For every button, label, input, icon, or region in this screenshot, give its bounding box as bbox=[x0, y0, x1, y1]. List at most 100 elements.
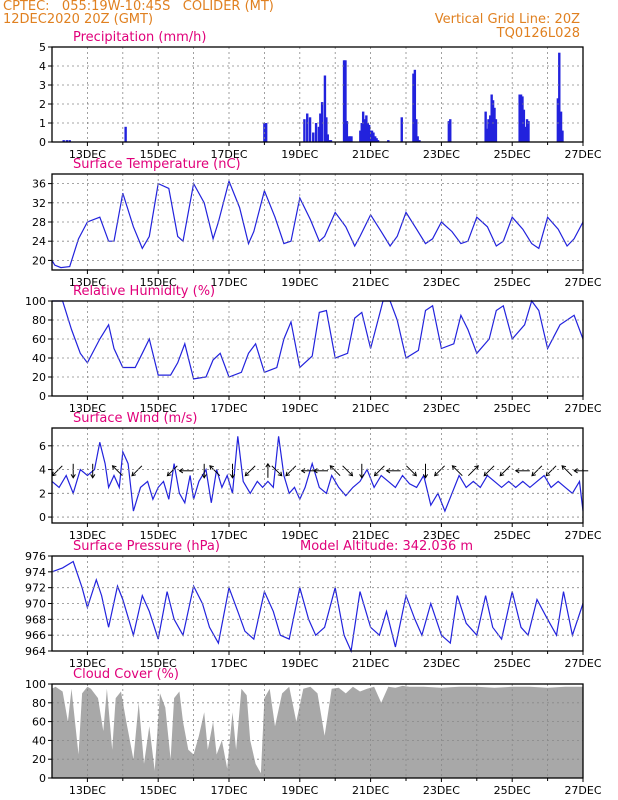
wind-arrow bbox=[112, 465, 123, 477]
precipitation-bar bbox=[494, 119, 498, 142]
wind-arrow-head bbox=[474, 465, 479, 470]
precipitation-bar bbox=[325, 117, 328, 142]
precipitation-bar bbox=[124, 126, 127, 142]
cloud-cover-area bbox=[52, 685, 583, 778]
precipitation-bar bbox=[518, 94, 521, 142]
precipitation-bar bbox=[447, 121, 451, 142]
x-tick-label: 17DEC bbox=[210, 784, 247, 797]
y-tick-label: 0 bbox=[39, 390, 46, 403]
y-tick-label: 4 bbox=[39, 60, 46, 73]
x-tick-label: 21DEC bbox=[352, 148, 389, 161]
x-tick-label: 13DEC bbox=[69, 657, 106, 670]
wind-arrow-head bbox=[166, 471, 172, 477]
precipitation-bar bbox=[525, 119, 529, 142]
y-tick-label: 60 bbox=[32, 716, 46, 729]
y-tick-label: 100 bbox=[25, 295, 46, 308]
wind-arrow-head bbox=[329, 465, 335, 470]
x-tick-label: 21DEC bbox=[352, 784, 389, 797]
wind-line bbox=[51, 436, 584, 513]
x-tick-label: 25DEC bbox=[494, 529, 531, 542]
wind-arrow bbox=[342, 465, 353, 477]
y-tick-label: 80 bbox=[32, 314, 46, 327]
precipitation-bar bbox=[361, 111, 365, 142]
precipitation-bar bbox=[521, 96, 524, 142]
header-grid-note: Vertical Grid Line: 20Z bbox=[434, 12, 580, 27]
wind-arrow-head bbox=[90, 474, 96, 479]
cloud-cover-title: Cloud Cover (%) bbox=[73, 667, 179, 682]
precipitation-bar bbox=[485, 128, 489, 142]
y-tick-label: 24 bbox=[32, 235, 46, 248]
precipitation-bar bbox=[556, 98, 560, 142]
precipitation-bar bbox=[413, 69, 417, 142]
x-tick-label: 25DEC bbox=[494, 657, 531, 670]
wind-frame bbox=[51, 427, 584, 524]
cloud-cover-frame bbox=[51, 683, 584, 779]
x-tick-label: 19DEC bbox=[281, 276, 318, 289]
precipitation-bar bbox=[317, 126, 321, 142]
y-tick-label: 20 bbox=[32, 371, 46, 384]
y-tick-label: 6 bbox=[39, 440, 46, 453]
precipitation-bar bbox=[303, 119, 306, 142]
humidity-title: Relative Humidity (%) bbox=[73, 284, 215, 299]
header-location: CPTEC: 055:19W-10:45S COLIDER (MT) bbox=[3, 0, 274, 14]
wind-arrow-head bbox=[209, 465, 214, 470]
wind-arrow-head bbox=[499, 471, 505, 477]
y-tick-label: 40 bbox=[32, 352, 46, 365]
wind-arrow bbox=[452, 465, 463, 477]
precipitation-bar bbox=[329, 140, 333, 142]
wind-arrow-head bbox=[359, 474, 365, 479]
precipitation-bar bbox=[489, 115, 492, 142]
precipitation-bar bbox=[418, 140, 421, 142]
wind-arrow bbox=[483, 465, 495, 477]
x-tick-label: 17DEC bbox=[210, 529, 247, 542]
precipitation-bar bbox=[306, 113, 309, 142]
x-tick-label: 15DEC bbox=[140, 148, 177, 161]
wind-arrow-head bbox=[131, 471, 137, 477]
x-tick-label: 15DEC bbox=[140, 784, 177, 797]
y-tick-label: 0 bbox=[39, 511, 46, 524]
x-tick-label: 21DEC bbox=[352, 657, 389, 670]
wind-arrow-head bbox=[265, 462, 271, 468]
precipitation-bar bbox=[416, 136, 419, 142]
precipitation-bar bbox=[519, 94, 523, 142]
x-tick-label: 23DEC bbox=[423, 657, 460, 670]
precipitation-bar bbox=[363, 119, 366, 142]
wind-arrow-head bbox=[244, 471, 250, 477]
wind-arrow bbox=[531, 465, 543, 477]
y-tick-label: 28 bbox=[32, 216, 46, 229]
wind-arrow bbox=[244, 465, 256, 477]
wind-arrow bbox=[499, 465, 511, 477]
x-tick-label: 23DEC bbox=[423, 148, 460, 161]
precipitation-bar bbox=[344, 60, 347, 142]
wind-arrow-head bbox=[229, 474, 236, 479]
precipitation-bar bbox=[370, 130, 374, 142]
precipitation-bar bbox=[366, 123, 369, 142]
precipitation-bar bbox=[400, 117, 403, 142]
x-tick-label: 27DEC bbox=[564, 402, 601, 415]
x-tick-label: 19DEC bbox=[281, 657, 318, 670]
y-tick-label: 20 bbox=[32, 254, 46, 267]
x-tick-label: 15DEC bbox=[140, 402, 177, 415]
wind-arrow-head bbox=[545, 471, 551, 477]
wind-arrow bbox=[561, 465, 573, 477]
wind-arrow-head bbox=[531, 471, 537, 477]
wind-arrow bbox=[374, 465, 385, 477]
x-tick-label: 19DEC bbox=[281, 148, 318, 161]
wind-arrow-head bbox=[412, 471, 417, 477]
wind-arrow-head bbox=[111, 465, 117, 470]
wind-arrow bbox=[271, 465, 283, 477]
wind-arrow bbox=[131, 465, 143, 477]
precipitation-bar bbox=[491, 100, 495, 142]
x-tick-label: 21DEC bbox=[352, 276, 389, 289]
x-tick-label: 13DEC bbox=[69, 784, 106, 797]
x-tick-label: 27DEC bbox=[564, 148, 601, 161]
precipitation-title: Precipitation (mm/h) bbox=[73, 30, 206, 45]
x-tick-label: 25DEC bbox=[494, 784, 531, 797]
precipitation-bar bbox=[319, 113, 322, 142]
y-tick-label: 0 bbox=[39, 136, 46, 149]
x-tick-label: 27DEC bbox=[564, 529, 601, 542]
x-tick-label: 17DEC bbox=[210, 657, 247, 670]
y-tick-label: 80 bbox=[32, 697, 46, 710]
wind-arrow-head bbox=[348, 471, 354, 477]
